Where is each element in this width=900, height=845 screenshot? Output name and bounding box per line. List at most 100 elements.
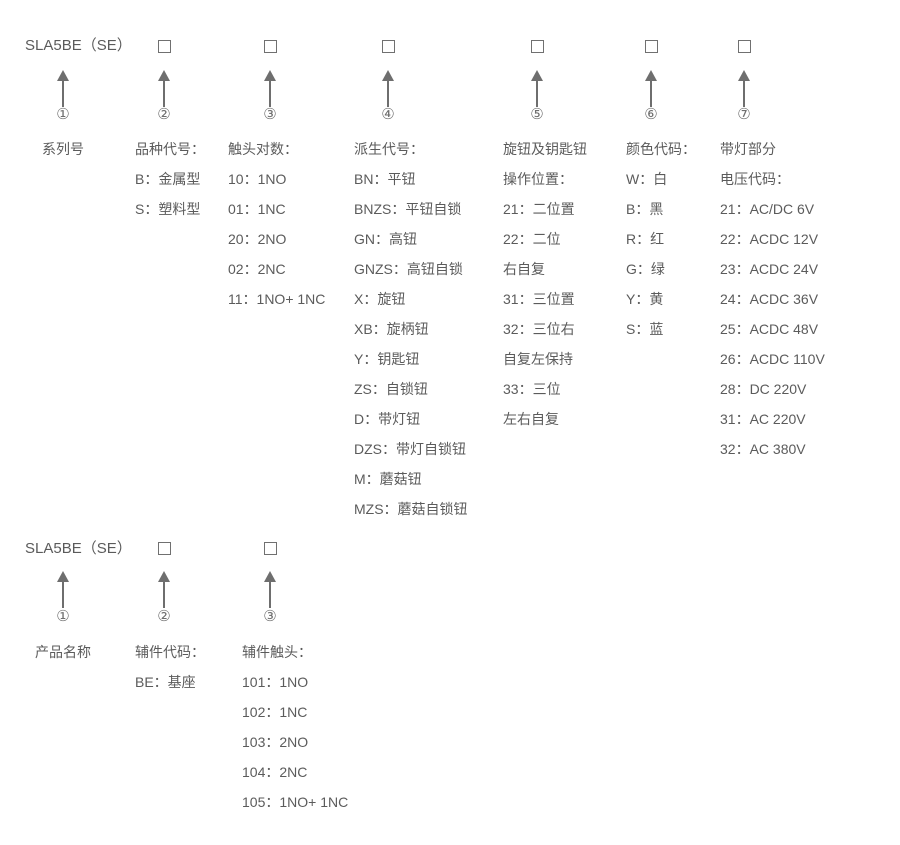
- circled-number-2: ②: [157, 106, 171, 123]
- code-line: 旋钮及钥匙钮: [503, 141, 587, 157]
- up-arrow-icon: [158, 70, 170, 107]
- code-box-4: [382, 40, 395, 53]
- code-line: 01：1NC: [228, 201, 286, 217]
- code-line: 24：ACDC 36V: [720, 291, 819, 307]
- code-line: ZS：自锁钮: [354, 381, 428, 397]
- code-box-5: [531, 40, 544, 53]
- circled-number-4: ④: [381, 106, 395, 123]
- code-line: 电压代码：: [720, 171, 790, 187]
- bottom-model-title: SLA5BE（SE）: [25, 540, 132, 557]
- column-series: 系列号: [20, 134, 106, 164]
- circled-number-7: ⑦: [737, 106, 751, 123]
- code-line: 103：2NO: [242, 734, 309, 750]
- code-line: 触头对数：: [228, 141, 298, 157]
- code-line: 10：1NO: [228, 171, 287, 187]
- code-line: 自复左保持: [503, 351, 573, 367]
- up-arrow-icon: [645, 70, 657, 107]
- column-accessory-contacts: 辅件触头： 101：1NO 102：1NC 103：2NO 104：2NC 10…: [242, 637, 348, 817]
- circled-number-3: ③: [263, 106, 277, 123]
- column-color-code: 颜色代码： W：白 B：黑 R：红 G：绿 Y：黄 S：蓝: [626, 134, 696, 344]
- code-line: X：旋钮: [354, 291, 406, 307]
- code-line: G：绿: [626, 261, 665, 277]
- code-line: 派生代号：: [354, 141, 424, 157]
- up-arrow-icon: [158, 571, 170, 608]
- code-line: 102：1NC: [242, 704, 308, 720]
- up-arrow-icon: [382, 70, 394, 107]
- code-line: GN：高钮: [354, 231, 417, 247]
- code-line: 101：1NO: [242, 674, 309, 690]
- column-variety-code: 品种代号： B：金属型 S：塑料型: [135, 134, 205, 224]
- code-line: 23：ACDC 24V: [720, 261, 819, 277]
- up-arrow-icon: [264, 571, 276, 608]
- code-line: Y：钥匙钮: [354, 351, 420, 367]
- code-line: 产品名称: [35, 644, 91, 660]
- code-box-2: [158, 40, 171, 53]
- code-line: B：金属型: [135, 171, 201, 187]
- circled-number-1: ①: [56, 106, 70, 123]
- code-line: 28：DC 220V: [720, 381, 807, 397]
- circled-number-3: ③: [263, 608, 277, 625]
- code-line: 11：1NO+ 1NC: [228, 291, 326, 307]
- code-line: Y：黄: [626, 291, 664, 307]
- code-line: 31：AC 220V: [720, 411, 806, 427]
- code-line: 20：2NO: [228, 231, 287, 247]
- code-line: 26：ACDC 110V: [720, 351, 825, 367]
- code-line: 系列号: [42, 141, 84, 157]
- code-line: GNZS：高钮自锁: [354, 261, 463, 277]
- code-line: BN：平钮: [354, 171, 416, 187]
- up-arrow-icon: [264, 70, 276, 107]
- circled-number-6: ⑥: [644, 106, 658, 123]
- code-line: XB：旋柄钮: [354, 321, 429, 337]
- code-line: 左右自复: [503, 411, 559, 427]
- circled-number-2: ②: [157, 608, 171, 625]
- code-line: R：红: [626, 231, 665, 247]
- code-line: W：白: [626, 171, 668, 187]
- code-line: 21：二位置: [503, 201, 575, 217]
- up-arrow-icon: [531, 70, 543, 107]
- code-line: 31：三位置: [503, 291, 575, 307]
- code-box-7: [738, 40, 751, 53]
- code-line: DZS：带灯自锁钮: [354, 441, 466, 457]
- code-line: 带灯部分: [720, 141, 776, 157]
- code-line: 颜色代码：: [626, 141, 696, 157]
- circled-number-1: ①: [56, 608, 70, 625]
- code-line: 32：AC 380V: [720, 441, 806, 457]
- code-line: 品种代号：: [135, 141, 205, 157]
- code-line: 22：二位: [503, 231, 561, 247]
- code-line: BE：基座: [135, 674, 196, 690]
- column-voltage-code: 带灯部分 电压代码： 21：AC/DC 6V 22：ACDC 12V 23：AC…: [720, 134, 825, 464]
- code-box-accessory-2: [158, 542, 171, 555]
- code-box-accessory-3: [264, 542, 277, 555]
- code-line: S：塑料型: [135, 201, 201, 217]
- code-line: 105：1NO+ 1NC: [242, 794, 349, 810]
- up-arrow-icon: [57, 571, 69, 608]
- code-line: 104：2NC: [242, 764, 308, 780]
- code-line: 右自复: [503, 261, 545, 277]
- code-line: 21：AC/DC 6V: [720, 201, 815, 217]
- code-line: 辅件触头：: [242, 644, 312, 660]
- code-line: MZS：蘑菇自锁钮: [354, 501, 468, 517]
- code-line: M：蘑菇钮: [354, 471, 422, 487]
- circled-number-5: ⑤: [530, 106, 544, 123]
- column-operating-positions: 旋钮及钥匙钮 操作位置： 21：二位置 22：二位 右自复 31：三位置 32：…: [503, 134, 587, 434]
- up-arrow-icon: [57, 70, 69, 107]
- code-line: BNZS：平钮自锁: [354, 201, 462, 217]
- up-arrow-icon: [738, 70, 750, 107]
- code-line: 操作位置：: [503, 171, 573, 187]
- code-line: B：黑: [626, 201, 664, 217]
- code-line: D：带灯钮: [354, 411, 421, 427]
- column-contact-pairs: 触头对数： 10：1NO 01：1NC 20：2NO 02：2NC 11：1NO…: [228, 134, 325, 314]
- column-product-name: 产品名称: [20, 637, 106, 667]
- column-accessory-code: 辅件代码： BE：基座: [135, 637, 205, 697]
- code-line: 02：2NC: [228, 261, 286, 277]
- code-line: 32：三位右: [503, 321, 575, 337]
- code-line: S：蓝: [626, 321, 664, 337]
- top-model-title: SLA5BE（SE）: [25, 37, 132, 54]
- code-line: 25：ACDC 48V: [720, 321, 819, 337]
- code-line: 辅件代码：: [135, 644, 205, 660]
- code-line: 33：三位: [503, 381, 561, 397]
- code-box-3: [264, 40, 277, 53]
- code-line: 22：ACDC 12V: [720, 231, 819, 247]
- column-derived-code: 派生代号： BN：平钮 BNZS：平钮自锁 GN：高钮 GNZS：高钮自锁 X：…: [354, 134, 468, 524]
